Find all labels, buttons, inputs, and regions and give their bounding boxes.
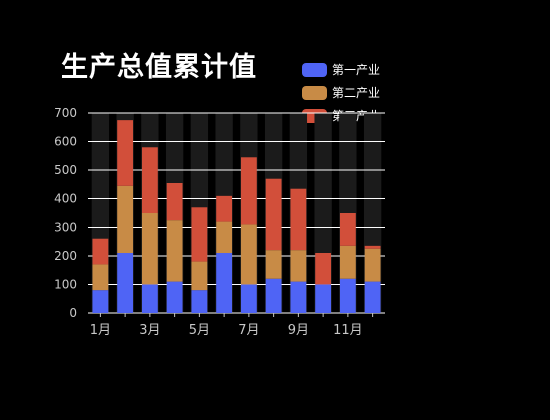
bar-segment-1 <box>240 284 257 313</box>
bar-segment-1 <box>92 290 109 313</box>
bar-segment-1 <box>166 281 183 313</box>
bar-segment-3 <box>141 147 158 213</box>
x-tick-label: 5月 <box>189 323 210 338</box>
bar-segment-2 <box>364 248 381 282</box>
bar-segment-3 <box>315 253 332 285</box>
x-tick-label: 9月 <box>288 323 309 338</box>
bar-segment-3 <box>216 195 233 222</box>
y-tick-label: 0 <box>69 306 77 320</box>
y-tick-label: 600 <box>54 135 77 149</box>
bar-segment-2 <box>92 264 109 291</box>
bar-segment-1 <box>141 284 158 313</box>
bar-segment-3 <box>339 213 356 246</box>
chart-title: 生产总值累计值 <box>61 52 257 83</box>
legend-label: 第一产业 <box>332 63 381 77</box>
y-tick-label: 400 <box>54 192 77 206</box>
x-tick-label: 1月 <box>90 323 111 338</box>
y-tick-label: 500 <box>54 163 77 177</box>
x-tick-label: 3月 <box>139 323 160 338</box>
bar-segment-2 <box>141 213 158 285</box>
bar-segment-2 <box>240 224 257 285</box>
bar-segment-1 <box>315 284 332 313</box>
bar-segment-2 <box>166 220 183 282</box>
bar-segment-2 <box>191 261 208 291</box>
bar-segment-3 <box>240 157 257 225</box>
bar-segment-2 <box>216 221 233 253</box>
legend-label: 第二产业 <box>332 86 381 100</box>
bar-segment-3 <box>265 178 282 251</box>
x-tick-label: 7月 <box>238 323 259 338</box>
bar-segment-2 <box>339 245 356 279</box>
legend-swatch <box>302 86 327 100</box>
y-tick-label: 700 <box>54 106 77 120</box>
bar-segment-1 <box>364 281 381 313</box>
y-tick-label: 300 <box>54 220 77 234</box>
bar-segment-3 <box>364 245 381 249</box>
bar-segment-3 <box>290 188 307 251</box>
bar-segment-2 <box>117 185 134 253</box>
bar-segment-1 <box>290 281 307 313</box>
bar-segment-1 <box>265 278 282 313</box>
bar-segment-3 <box>191 207 208 262</box>
bar-segment-2 <box>290 250 307 282</box>
bar-segment-3 <box>166 183 183 221</box>
y-tick-label: 200 <box>54 249 77 263</box>
bar-segment-1 <box>191 290 208 313</box>
bar-segment-3 <box>117 120 134 186</box>
legend-swatch <box>302 63 327 77</box>
bar-segment-1 <box>339 278 356 313</box>
bar-segment-1 <box>117 253 134 313</box>
bar-segment-3 <box>92 238 109 265</box>
bar-segment-2 <box>265 250 282 279</box>
y-tick-label: 100 <box>54 277 77 291</box>
x-tick-label: 11月 <box>333 323 363 338</box>
bar-segment-1 <box>216 253 233 313</box>
